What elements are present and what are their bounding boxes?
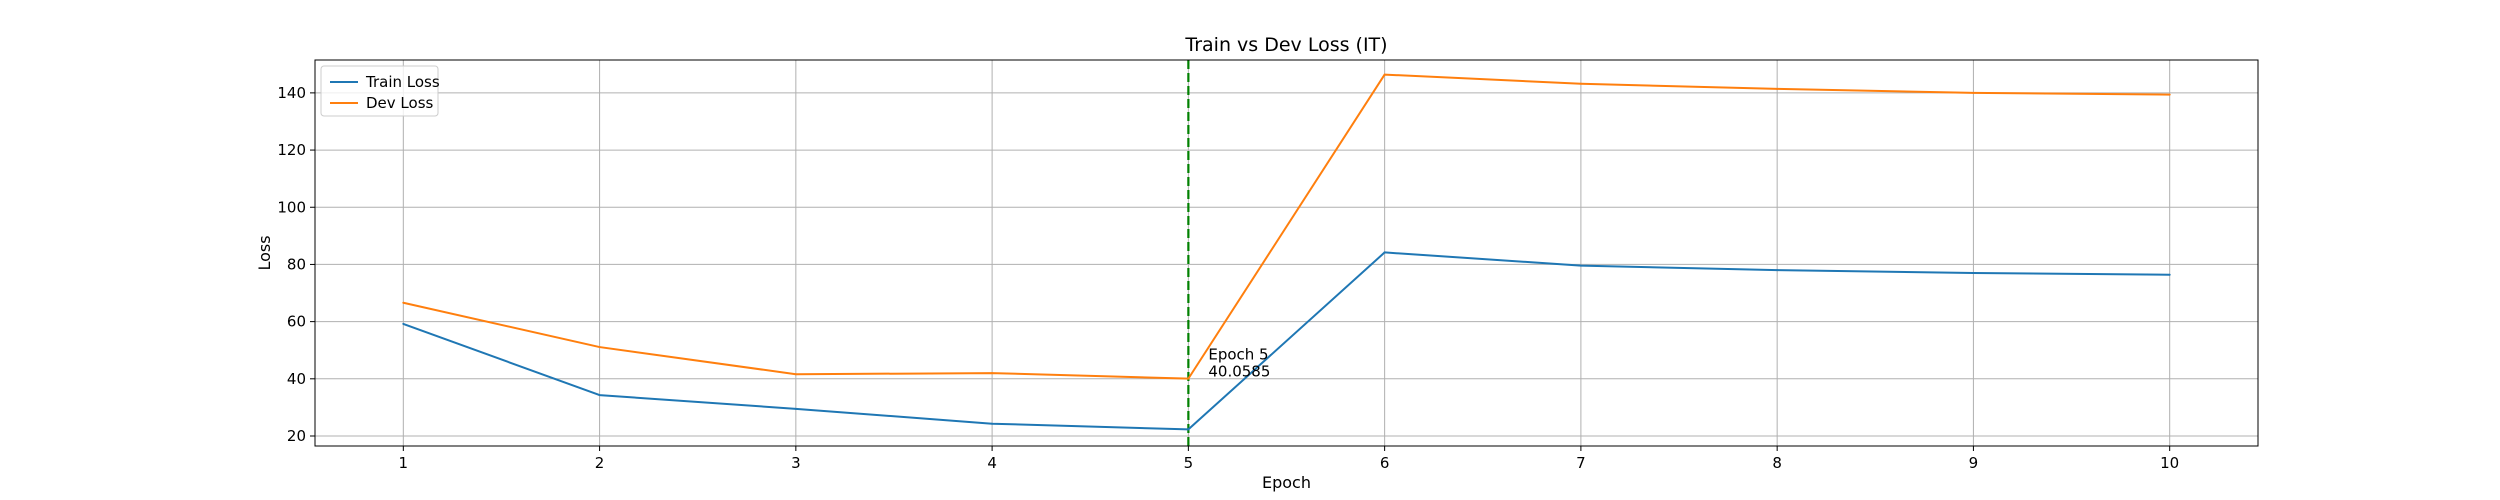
x-tick-label: 5 (1184, 454, 1194, 472)
data-point (794, 407, 797, 410)
annotation-epoch: Epoch 5 (1208, 346, 1268, 364)
legend: Train Loss Dev Loss (320, 65, 440, 117)
data-point (402, 301, 405, 304)
data-point (2168, 273, 2171, 276)
x-tick-label: 1 (399, 454, 409, 472)
data-point (1383, 73, 1386, 76)
data-point (1972, 272, 1975, 275)
chart-title: Train vs Dev Loss (IT) (1184, 34, 1387, 56)
annotation: Epoch 5 40.0585 (1208, 346, 1270, 381)
legend-label: Train Loss (365, 73, 440, 91)
y-axis-title: Loss (255, 235, 274, 270)
x-axis-title: Epoch (1262, 473, 1311, 492)
x-tick-label: 8 (1772, 454, 1782, 472)
x-tick-label: 4 (987, 454, 997, 472)
x-tick-label: 7 (1576, 454, 1586, 472)
series-line-dev-loss (403, 73, 2170, 380)
x-tick-label: 2 (595, 454, 605, 472)
x-tick-label: 9 (1969, 454, 1979, 472)
data-point (402, 322, 405, 325)
data-point (991, 372, 994, 375)
data-point (1579, 264, 1582, 267)
y-tick-label: 80 (287, 255, 306, 273)
y-tick-label: 120 (277, 141, 306, 159)
data-point (598, 394, 601, 397)
x-tick-label: 3 (791, 454, 801, 472)
data-point (1187, 377, 1190, 380)
data-point (1776, 269, 1779, 272)
series-layer (402, 73, 2171, 431)
y-tick-label: 40 (287, 370, 306, 388)
y-tick-label: 20 (287, 427, 306, 445)
data-point (1383, 251, 1386, 254)
data-point (794, 373, 797, 376)
legend-label: Dev Loss (366, 94, 434, 112)
annotation-value: 40.0585 (1208, 363, 1270, 381)
y-tick-label: 60 (287, 313, 306, 331)
data-point (1776, 87, 1779, 90)
data-point (1972, 91, 1975, 94)
plot-frame (314, 59, 2259, 447)
grid (315, 60, 2258, 446)
data-point (2168, 93, 2171, 96)
x-tick-label: 10 (2160, 454, 2179, 472)
data-point (598, 346, 601, 349)
x-tick-label: 6 (1380, 454, 1390, 472)
data-point (991, 422, 994, 425)
y-tick-label: 140 (277, 84, 306, 102)
y-tick-label: 100 (277, 198, 306, 216)
y-axis-ticks: 20 40 60 80 100 120 140 (277, 84, 315, 445)
data-point (1187, 428, 1190, 431)
x-axis-ticks: 1 2 3 4 5 6 7 8 9 10 (399, 446, 2179, 472)
series-line-train-loss (402, 251, 2170, 431)
data-point (1579, 82, 1582, 85)
